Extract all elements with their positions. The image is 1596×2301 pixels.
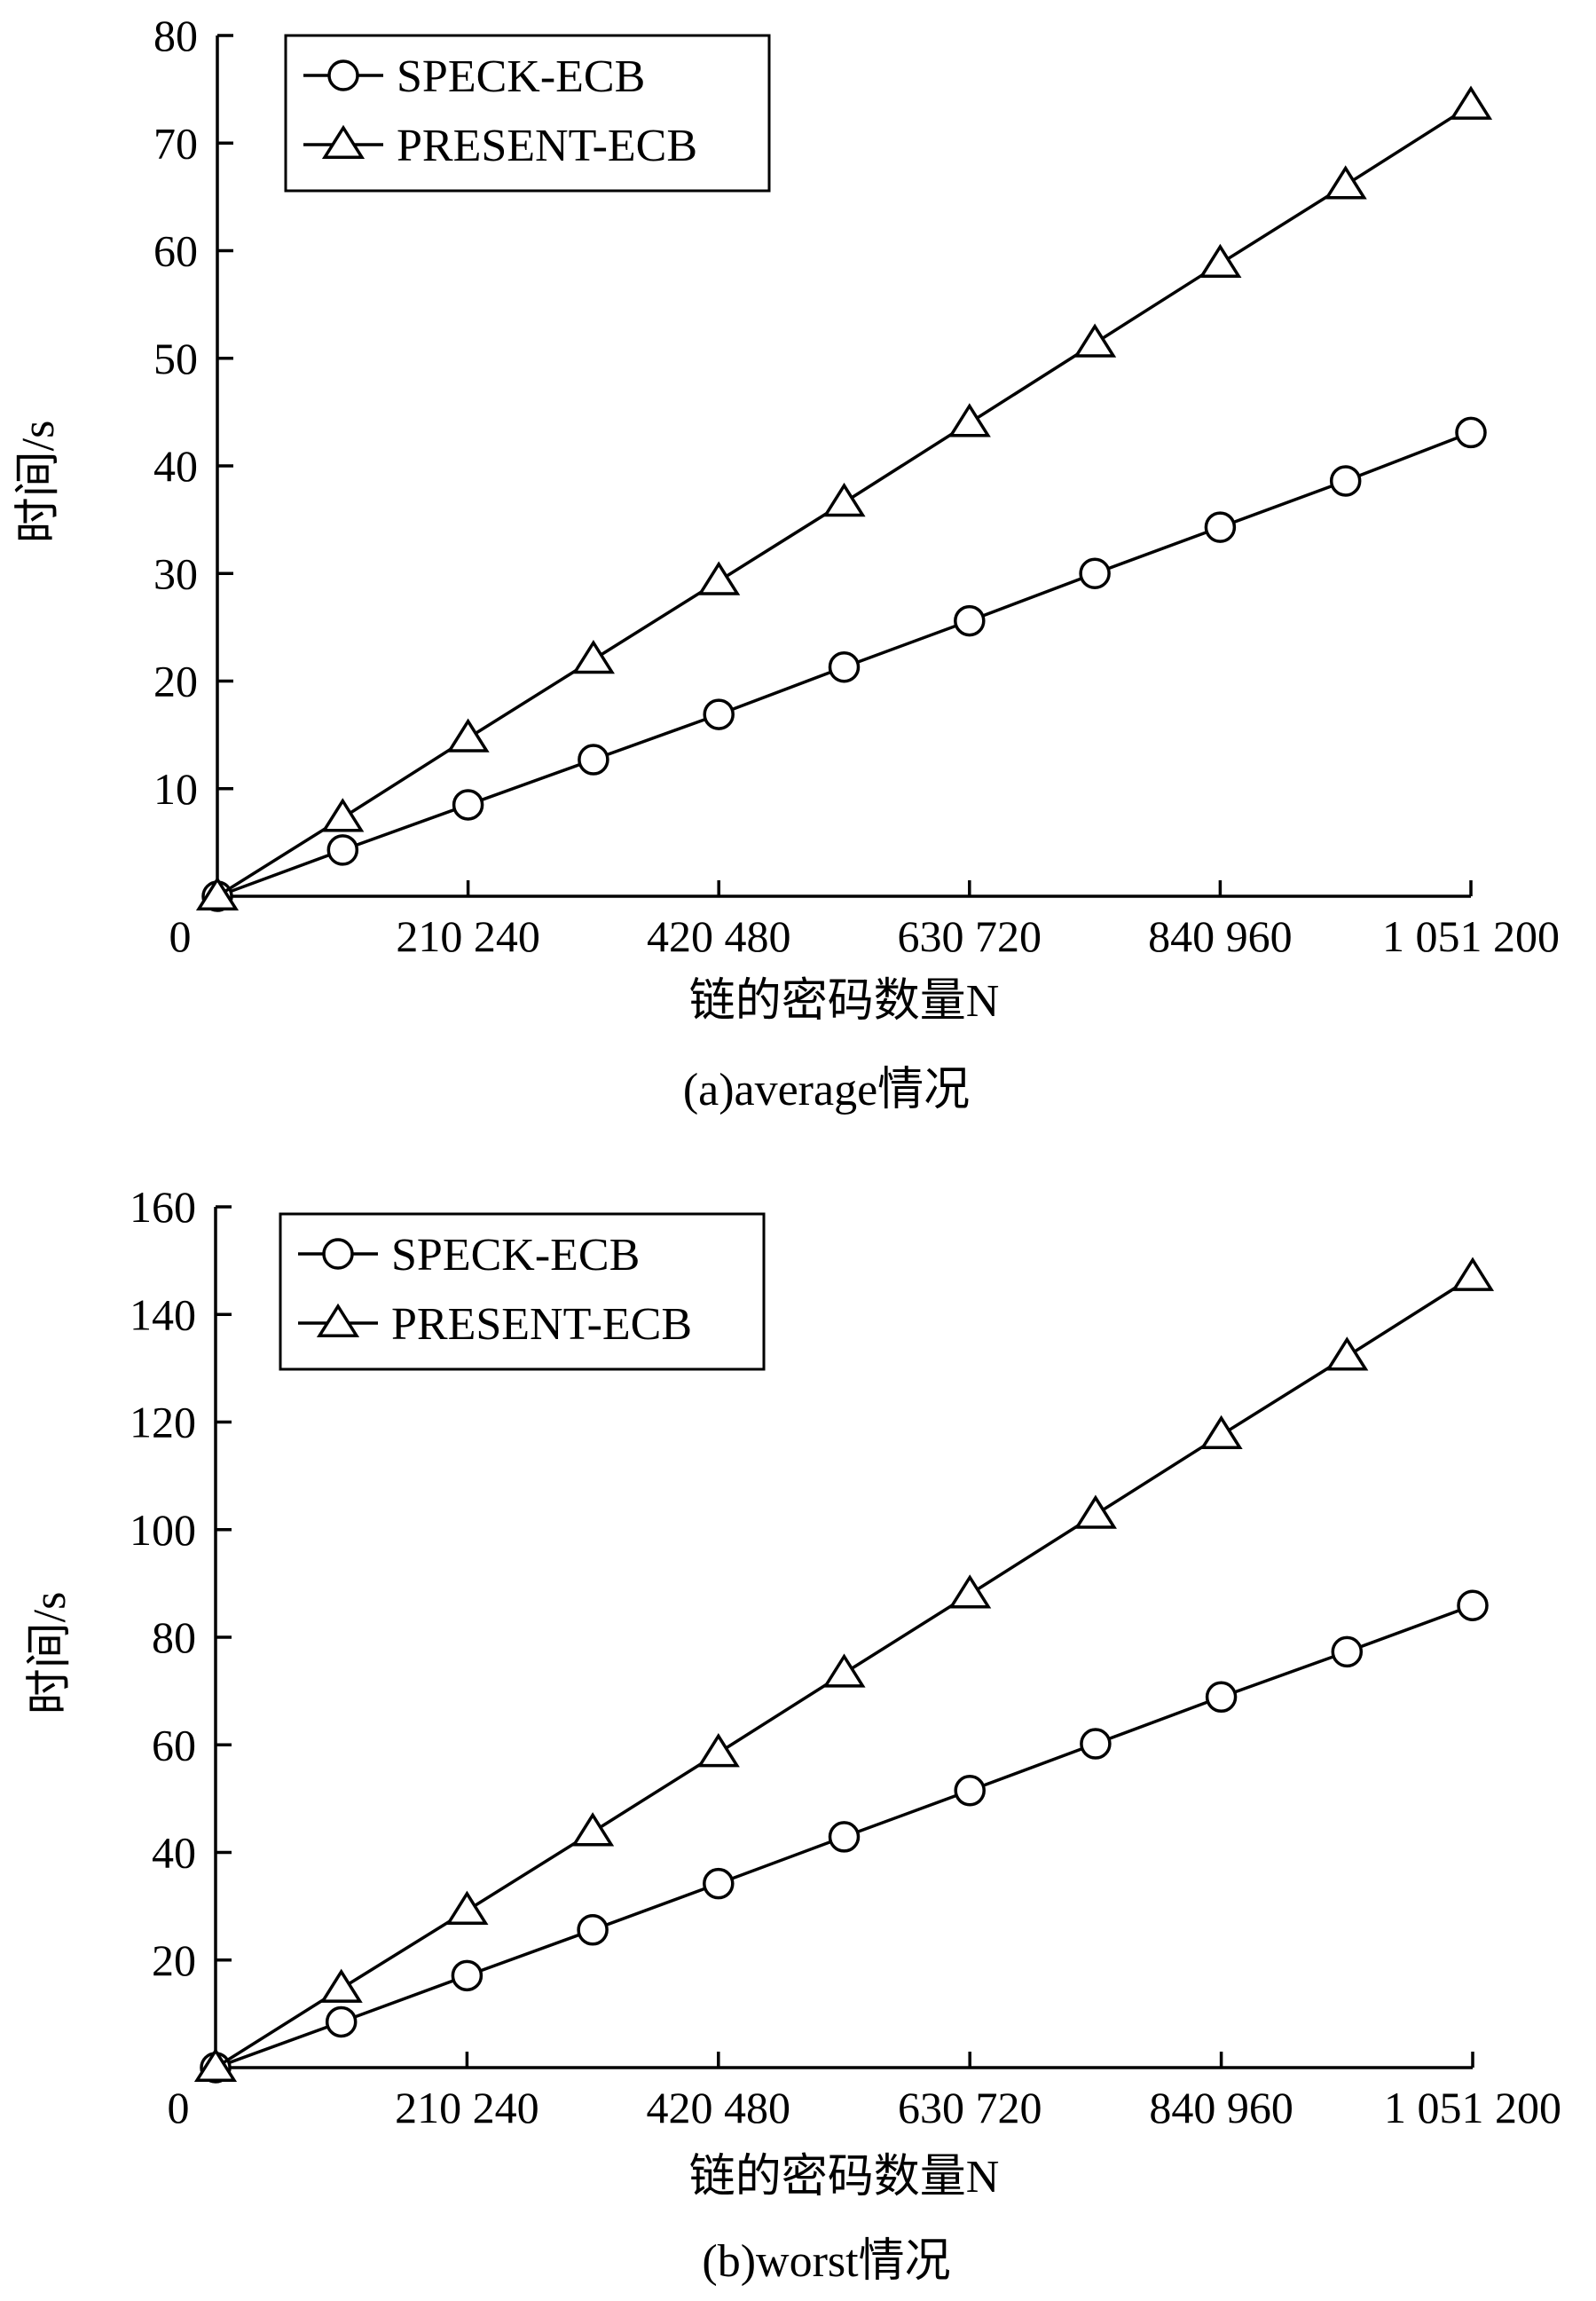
x-tick-label: 210 240 <box>396 911 540 961</box>
y-tick-label: 30 <box>153 548 198 598</box>
data-point <box>947 403 991 437</box>
legend-box <box>284 34 771 193</box>
y-tick-label: 40 <box>152 1828 196 1878</box>
x-tick-label: 630 720 <box>898 2083 1042 2132</box>
series-present-ecb <box>193 1257 1495 2082</box>
legend-marker <box>316 1303 360 1337</box>
data-point <box>1204 511 1237 543</box>
y-axis-label: 时间/s <box>13 421 64 544</box>
data-point <box>822 482 866 517</box>
legend-marker <box>322 1238 354 1270</box>
data-point <box>445 1890 489 1925</box>
legend-box <box>279 1212 766 1371</box>
y-tick-label: 100 <box>130 1505 196 1555</box>
x-tick-label: 1 051 200 <box>1382 911 1560 961</box>
chart-panel-a: 10 20 30 40 50 60 70 80 0 210 240 420 480 630 720 84… <box>13 11 1560 1115</box>
data-point <box>326 834 359 866</box>
x-tick-label: 840 960 <box>1148 911 1293 961</box>
data-point <box>1080 1728 1112 1760</box>
y-axis-label: 时间/s <box>25 1592 75 1715</box>
y-tick-label: 70 <box>153 118 198 168</box>
data-point <box>325 2005 358 2038</box>
data-point <box>571 1812 615 1847</box>
data-point <box>446 718 490 753</box>
data-point <box>1455 416 1487 449</box>
data-point <box>1079 557 1111 589</box>
data-point <box>697 561 741 595</box>
x-axis-label: 链的密码数量N <box>689 976 1000 1027</box>
legend-label: PRESENT-ECB <box>391 1299 692 1350</box>
data-point <box>1073 1494 1117 1529</box>
data-point <box>948 1574 992 1609</box>
x-tick-label: 1 051 200 <box>1384 2083 1561 2132</box>
legend-marker <box>321 124 366 159</box>
origin-tick-label: 0 <box>168 2083 190 2132</box>
legend: SPECK-ECB PRESENT-ECB <box>279 1212 766 1371</box>
y-tick-label: 50 <box>153 334 198 383</box>
data-point <box>703 698 735 730</box>
series-speck-ecb <box>200 1589 1489 2084</box>
x-tick-label: 420 480 <box>647 911 791 961</box>
data-point <box>195 876 240 910</box>
data-point <box>1449 85 1493 120</box>
data-point <box>321 798 365 832</box>
figure-caption: (b)worst情况 <box>702 2236 950 2287</box>
chart-panel-b: 20 40 60 80 100 120 140 160 0 210 240 420 480 630 7… <box>25 1182 1561 2287</box>
data-point <box>703 1867 735 1900</box>
x-tick-label: 420 480 <box>647 2083 791 2132</box>
data-point <box>1325 1336 1369 1371</box>
data-point <box>1329 465 1362 497</box>
y-tick-label: 10 <box>153 764 198 814</box>
y-tick-label: 160 <box>130 1182 196 1232</box>
data-point <box>193 2047 238 2082</box>
data-point <box>828 650 861 683</box>
y-tick-label: 140 <box>130 1289 196 1339</box>
y-tick-label: 20 <box>152 1935 196 1985</box>
x-tick-label: 630 720 <box>898 911 1042 961</box>
data-point <box>822 1653 866 1688</box>
data-point <box>1457 1589 1489 1621</box>
data-point <box>828 1821 861 1853</box>
data-point <box>578 744 609 776</box>
legend-label: SPECK-ECB <box>397 51 645 102</box>
x-tick-label: 210 240 <box>395 2083 539 2132</box>
data-point <box>1331 1635 1364 1668</box>
y-tick-label: 80 <box>153 11 198 60</box>
data-point <box>1324 165 1367 200</box>
x-axis-label: 链的密码数量N <box>689 2152 1000 2202</box>
y-tick-label: 80 <box>152 1612 196 1662</box>
data-point <box>451 1959 484 1992</box>
data-point <box>577 1914 609 1946</box>
data-point <box>1199 1414 1243 1450</box>
y-tick-label: 20 <box>153 657 198 706</box>
y-tick-label: 120 <box>130 1398 196 1447</box>
data-point <box>571 639 615 674</box>
data-point <box>1073 323 1117 358</box>
data-point <box>1199 243 1242 279</box>
figure-caption: (a)average情况 <box>683 1065 970 1115</box>
series-present-ecb <box>195 85 1493 910</box>
data-point <box>1205 1681 1238 1714</box>
data-point <box>696 1733 740 1768</box>
data-point <box>452 789 484 821</box>
y-tick-label: 60 <box>152 1720 196 1769</box>
y-tick-label: 60 <box>153 226 198 276</box>
legend: SPECK-ECB PRESENT-ECB <box>284 34 771 193</box>
data-point <box>954 604 986 637</box>
y-tick-label: 40 <box>153 441 198 491</box>
data-point <box>954 1775 986 1807</box>
legend-label: PRESENT-ECB <box>397 121 697 171</box>
origin-tick-label: 0 <box>169 911 192 961</box>
legend-label: SPECK-ECB <box>391 1230 640 1281</box>
legend-marker <box>327 59 359 91</box>
data-point <box>319 1968 363 2003</box>
x-tick-label: 840 960 <box>1149 2083 1293 2132</box>
data-point <box>1451 1257 1495 1291</box>
